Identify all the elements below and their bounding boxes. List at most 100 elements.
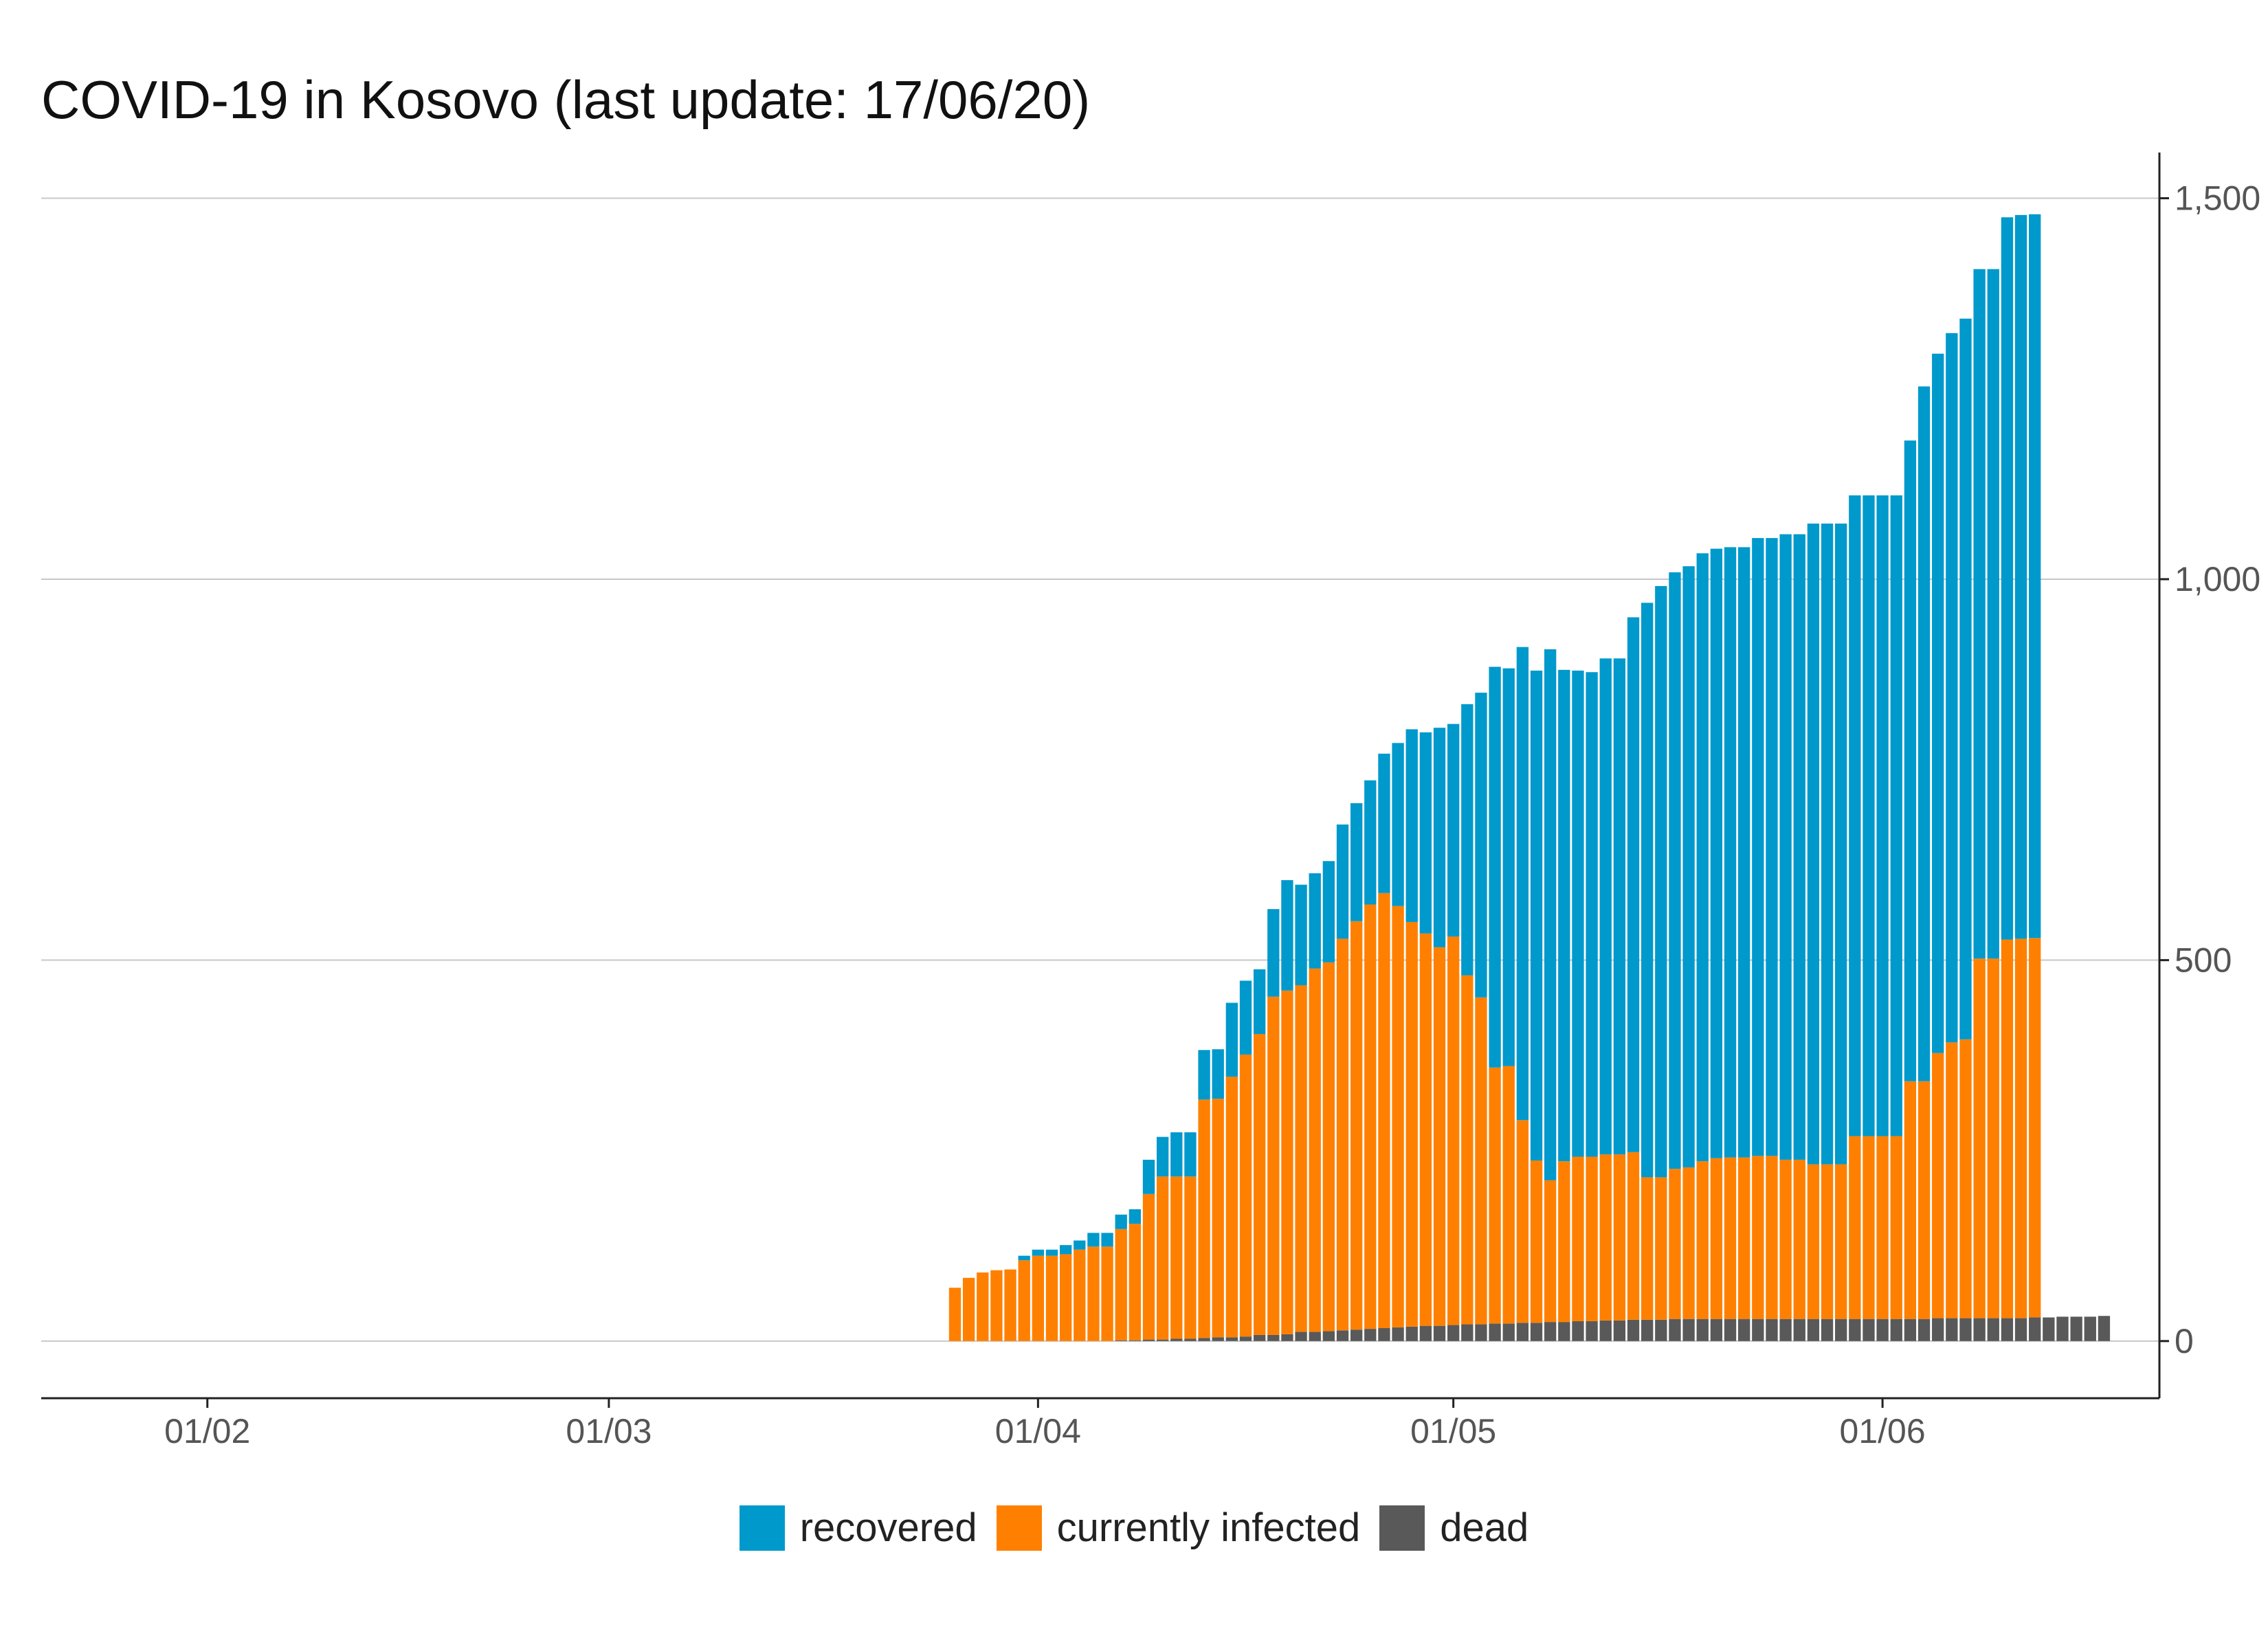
bar-dead (1516, 1323, 1529, 1341)
bar-dead (1793, 1319, 1805, 1341)
bar-recovered (1724, 547, 1737, 1158)
bar-recovered (1101, 1233, 1113, 1247)
bar-currently-infected (1710, 1158, 1723, 1319)
bar-currently-infected (1613, 1154, 1626, 1321)
bar-dead (1752, 1319, 1764, 1341)
bar-dead (1350, 1330, 1363, 1341)
bar-currently-infected (1447, 936, 1460, 1325)
bar-recovered (1074, 1240, 1086, 1250)
bar-dead (1959, 1318, 1972, 1341)
bar-recovered (1212, 1049, 1224, 1099)
bar-currently-infected (1336, 939, 1349, 1331)
bar-recovered (1184, 1132, 1197, 1177)
bar-currently-infected (1405, 921, 1418, 1327)
bar-recovered (1738, 547, 1750, 1158)
bar-currently-infected (1682, 1167, 1695, 1319)
bar-dead (1766, 1319, 1778, 1341)
bar-recovered (1876, 495, 1889, 1136)
bar-currently-infected (1142, 1193, 1155, 1340)
bar-dead (1433, 1325, 1446, 1341)
bar-currently-infected (1433, 947, 1446, 1326)
bar-dead (1364, 1329, 1377, 1341)
bar-currently-infected (1655, 1177, 1667, 1320)
y-axis-ticks: 0 500 1,000 1,500 (2159, 179, 2260, 1360)
bar-dead (1461, 1324, 1474, 1341)
x-axis-ticks: 01/02 01/03 01/04 01/05 01/06 (164, 1398, 1926, 1450)
bar-recovered (1669, 572, 1681, 1169)
bar-currently-infected (1004, 1269, 1016, 1341)
bars (948, 214, 2111, 1341)
bar-currently-infected (1281, 990, 1293, 1334)
bar-currently-infected (1101, 1246, 1113, 1341)
bar-dead (1156, 1339, 1169, 1341)
bar-recovered (1447, 723, 1460, 937)
bar-currently-infected (1669, 1169, 1681, 1319)
bar-recovered (1586, 672, 1598, 1157)
bar-recovered (1502, 668, 1515, 1066)
bar-currently-infected (1959, 1039, 1972, 1319)
bar-dead (1267, 1334, 1280, 1341)
bar-dead (1710, 1319, 1723, 1341)
legend-label-recovered: recovered (799, 1505, 977, 1550)
bar-dead (1835, 1319, 1847, 1341)
bar-dead (1502, 1323, 1515, 1341)
bar-recovered (1752, 538, 1764, 1156)
bar-recovered (1973, 269, 1986, 959)
bar-currently-infected (1558, 1161, 1570, 1323)
bar-currently-infected (1502, 1066, 1515, 1324)
bar-currently-infected (2029, 938, 2041, 1318)
bar-currently-infected (1059, 1254, 1072, 1341)
legend-swatch-dead (1379, 1505, 1425, 1551)
bar-dead (1115, 1340, 1127, 1341)
bar-dead (1253, 1334, 1266, 1341)
bar-currently-infected (1253, 1033, 1266, 1335)
bar-currently-infected (1876, 1136, 1889, 1319)
bar-recovered (1364, 780, 1377, 905)
bar-currently-infected (1170, 1176, 1183, 1339)
legend: recovered currently infected dead (0, 1505, 2268, 1551)
bar-currently-infected (1392, 906, 1404, 1327)
bar-recovered (2001, 217, 2014, 940)
bar-currently-infected (1530, 1160, 1543, 1323)
bar-currently-infected (1419, 933, 1432, 1326)
bar-recovered (1198, 1050, 1210, 1100)
bar-recovered (1475, 693, 1487, 998)
bar-recovered (1696, 553, 1709, 1162)
bar-dead (1129, 1340, 1142, 1341)
bar-currently-infected (1032, 1255, 1045, 1341)
bar-currently-infected (1696, 1161, 1709, 1319)
legend-label-dead: dead (1440, 1505, 1529, 1550)
bar-recovered (1129, 1209, 1142, 1224)
bar-recovered (1766, 538, 1778, 1156)
bar-dead (1544, 1322, 1557, 1341)
bar-currently-infected (1364, 904, 1377, 1330)
bar-currently-infected (1835, 1164, 1847, 1319)
bar-dead (2084, 1316, 2096, 1341)
x-tick-label: 01/03 (566, 1412, 652, 1450)
bar-currently-infected (1599, 1154, 1612, 1321)
bar-dead (1475, 1324, 1487, 1341)
bar-currently-infected (1018, 1260, 1030, 1341)
bar-dead (1572, 1321, 1584, 1341)
bar-currently-infected (1627, 1152, 1640, 1320)
bar-currently-infected (1586, 1156, 1598, 1322)
bar-recovered (1946, 333, 1958, 1043)
bar-recovered (1558, 669, 1570, 1162)
bar-recovered (1253, 969, 1266, 1034)
bar-dead (1405, 1326, 1418, 1341)
bar-dead (1655, 1319, 1667, 1341)
bar-currently-infected (1863, 1136, 1875, 1319)
bar-currently-infected (977, 1272, 989, 1341)
bar-recovered (1281, 879, 1293, 991)
bar-recovered (1572, 671, 1584, 1157)
axes (41, 153, 2161, 1400)
x-tick-label: 01/04 (995, 1412, 1081, 1450)
bar-dead (1821, 1319, 1834, 1341)
bar-recovered (1115, 1214, 1127, 1229)
bar-recovered (1627, 617, 1640, 1152)
bar-recovered (1641, 603, 1654, 1178)
bar-dead (1225, 1337, 1238, 1341)
bar-currently-infected (1917, 1081, 1931, 1319)
x-tick-label: 01/06 (1840, 1412, 1926, 1450)
bar-dead (1295, 1332, 1307, 1341)
